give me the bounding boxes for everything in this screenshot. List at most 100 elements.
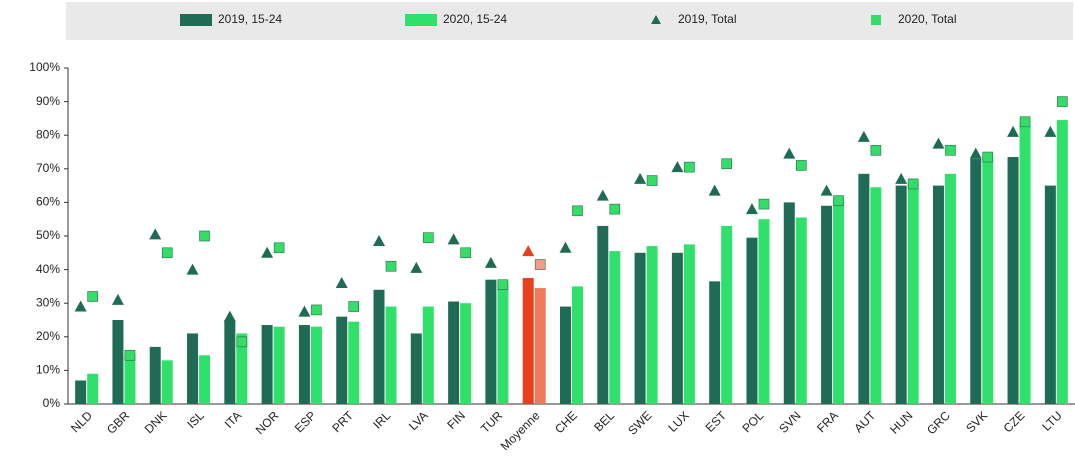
y-tick-label: 50%: [36, 228, 60, 242]
triangle-marker: [522, 245, 535, 257]
legend-background: [66, 2, 1073, 40]
square-marker: [945, 145, 956, 156]
x-tick-label: LVA: [406, 408, 431, 433]
triangle-marker: [745, 203, 758, 215]
square-marker: [423, 232, 434, 243]
bar: [534, 288, 546, 404]
y-tick-label: 90%: [36, 94, 60, 108]
bar: [236, 333, 248, 404]
bar: [833, 199, 845, 404]
triangle-marker: [708, 184, 721, 196]
square-marker: [311, 304, 322, 316]
bar: [348, 321, 360, 404]
legend-label: 2019, 15-24: [218, 12, 282, 26]
bar: [758, 219, 770, 404]
x-tick-label: BEL: [591, 408, 617, 434]
square-marker: [572, 205, 583, 217]
triangle-marker: [969, 147, 982, 159]
triangle-marker: [149, 228, 162, 240]
bar: [112, 320, 124, 404]
square-marker: [833, 195, 844, 207]
triangle-marker: [223, 310, 236, 322]
triangle-marker: [447, 233, 460, 245]
x-tick-label: NLD: [68, 408, 95, 435]
x-tick-label: FRA: [814, 408, 841, 435]
square-marker: [87, 291, 98, 302]
legend-swatch: [180, 14, 212, 26]
x-tick-label: FIN: [444, 408, 468, 432]
bar: [124, 353, 136, 404]
triangle-marker: [671, 161, 684, 173]
x-tick-label: NOR: [253, 408, 282, 437]
x-tick-label: LUX: [665, 408, 691, 434]
triangle-marker: [74, 300, 87, 312]
y-tick-label: 30%: [36, 295, 60, 309]
triangle-marker: [186, 263, 199, 275]
legend-swatch: [871, 15, 881, 25]
square-marker: [609, 203, 621, 215]
square-marker: [870, 145, 882, 156]
x-tick-label: TUR: [478, 408, 506, 436]
bar: [460, 303, 472, 404]
bar: [634, 252, 646, 404]
triangle-marker: [261, 246, 274, 258]
x-tick-label: IRL: [370, 408, 393, 431]
y-tick-label: 60%: [36, 195, 60, 209]
bar: [683, 244, 695, 404]
bar: [273, 326, 285, 404]
square-marker: [646, 175, 658, 186]
y-tick-label: 80%: [36, 127, 60, 141]
bar: [485, 279, 497, 404]
bar: [646, 246, 658, 404]
bar: [970, 158, 982, 404]
x-tick-label: DNK: [142, 408, 170, 436]
triangle-marker: [484, 256, 497, 268]
y-tick-label: 20%: [36, 329, 60, 343]
x-tick-label: AUT: [851, 408, 878, 435]
bar: [858, 173, 870, 404]
legend-swatch: [651, 15, 661, 24]
bar: [75, 380, 87, 404]
square-marker: [907, 178, 919, 190]
bar: [149, 346, 161, 404]
bar: [1019, 121, 1031, 404]
bar: [422, 306, 434, 404]
bar: [310, 326, 322, 404]
bar: [982, 155, 994, 404]
bar: [224, 320, 236, 404]
square-marker: [758, 198, 770, 210]
x-tick-label: GRC: [924, 408, 953, 437]
triangle-marker: [373, 235, 386, 247]
square-marker: [199, 230, 210, 242]
x-tick-label: GBR: [104, 408, 133, 437]
square-marker: [1019, 116, 1031, 128]
triangle-marker: [857, 130, 870, 142]
triangle-marker: [783, 147, 796, 159]
bar: [572, 286, 583, 404]
y-tick-label: 40%: [36, 262, 60, 276]
square-marker: [795, 160, 807, 171]
triangle-marker: [1007, 125, 1020, 137]
x-tick-label: ESP: [292, 408, 319, 435]
x-tick-label: SVN: [776, 408, 803, 435]
square-marker: [348, 301, 360, 312]
bar: [907, 182, 919, 404]
bar: [336, 316, 348, 404]
bar: [932, 185, 944, 404]
bar: [385, 306, 397, 404]
bar: [161, 360, 173, 404]
triangle-marker: [410, 261, 423, 273]
bar: [783, 202, 795, 404]
bar: [373, 289, 385, 404]
bar: [1056, 120, 1068, 404]
x-tick-label: SVK: [963, 408, 990, 435]
x-tick-label: ISL: [184, 408, 207, 431]
triangle-marker: [932, 137, 945, 149]
square-marker: [684, 161, 695, 173]
legend-label: 2020, 15-24: [443, 12, 507, 26]
x-tick-label: ITA: [222, 408, 244, 430]
square-marker: [1057, 96, 1068, 107]
bar: [522, 278, 534, 404]
bar: [187, 333, 199, 404]
bar: [597, 225, 609, 404]
